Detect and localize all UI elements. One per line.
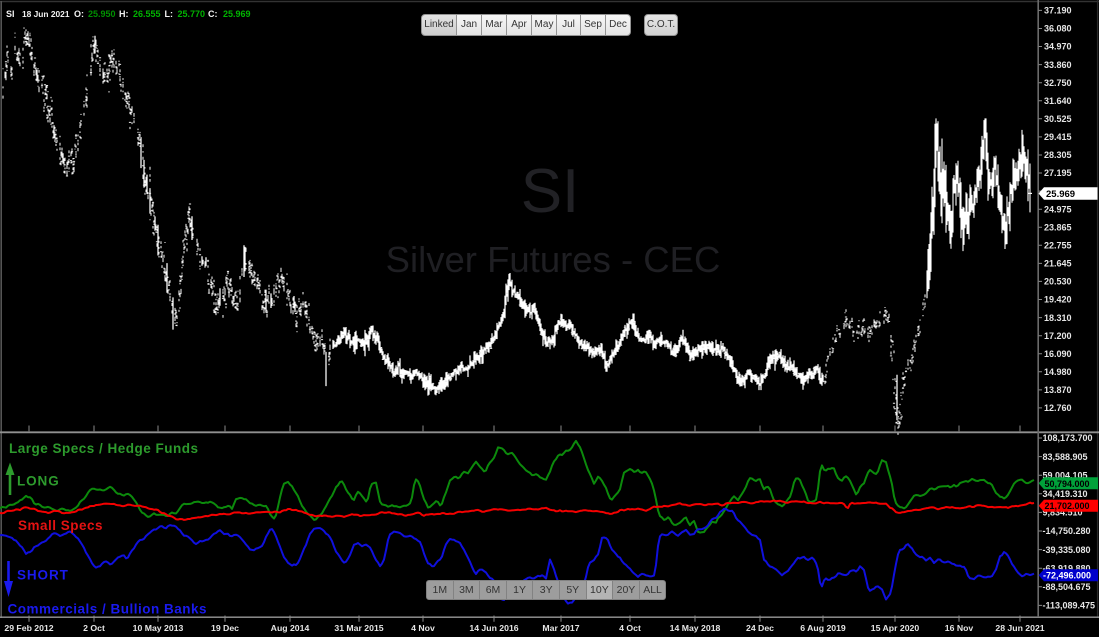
svg-text:10 May 2013: 10 May 2013: [133, 623, 184, 633]
svg-text:C:: C:: [208, 9, 218, 19]
svg-text:Silver Futures - CEC: Silver Futures - CEC: [386, 239, 721, 280]
svg-text:6 Aug 2019: 6 Aug 2019: [800, 623, 846, 633]
svg-text:-113,089.475: -113,089.475: [1043, 601, 1096, 611]
svg-text:18.310: 18.310: [1044, 313, 1072, 323]
svg-text:SI: SI: [6, 9, 15, 19]
svg-text:37.190: 37.190: [1044, 6, 1072, 16]
svg-text:31.640: 31.640: [1044, 96, 1072, 106]
svg-text:33.860: 33.860: [1044, 60, 1072, 70]
svg-text:15 Apr 2020: 15 Apr 2020: [871, 623, 920, 633]
svg-text:Commercials / Bullion Banks: Commercials / Bullion Banks: [8, 601, 208, 616]
svg-text:16 Nov: 16 Nov: [945, 623, 974, 633]
svg-text:30.525: 30.525: [1044, 114, 1072, 124]
svg-text:Small Specs: Small Specs: [18, 518, 103, 533]
svg-text:25.969: 25.969: [1046, 189, 1075, 200]
svg-text:19 Dec: 19 Dec: [211, 623, 239, 633]
svg-text:Mar 2017: Mar 2017: [542, 623, 579, 633]
svg-text:32.750: 32.750: [1044, 78, 1072, 88]
svg-text:14 Jun 2016: 14 Jun 2016: [469, 623, 518, 633]
svg-text:2 Oct: 2 Oct: [83, 623, 105, 633]
svg-text:25.770: 25.770: [178, 9, 206, 19]
svg-text:50,794.000: 50,794.000: [1045, 479, 1090, 489]
svg-text:83,588.905: 83,588.905: [1043, 452, 1088, 462]
svg-text:108,173.700: 108,173.700: [1043, 433, 1093, 443]
svg-text:34.970: 34.970: [1044, 42, 1072, 52]
svg-text:22.755: 22.755: [1044, 241, 1072, 251]
svg-text:25.969: 25.969: [223, 9, 251, 19]
svg-text:9,834.510: 9,834.510: [1043, 508, 1083, 518]
svg-text:24 Dec: 24 Dec: [746, 623, 774, 633]
svg-text:59,004.105: 59,004.105: [1043, 470, 1088, 480]
svg-text:16.090: 16.090: [1044, 349, 1072, 359]
svg-text:34,419.310: 34,419.310: [1043, 489, 1088, 499]
svg-text:4 Oct: 4 Oct: [619, 623, 641, 633]
svg-text:31 Mar 2015: 31 Mar 2015: [334, 623, 383, 633]
svg-text:-14,750.280: -14,750.280: [1043, 526, 1091, 536]
svg-text:25.950: 25.950: [88, 9, 116, 19]
svg-text:20.530: 20.530: [1044, 277, 1072, 287]
svg-text:-72,496.000: -72,496.000: [1043, 571, 1091, 581]
svg-text:21,702.000: 21,702.000: [1045, 501, 1090, 511]
svg-text:18 Jun 2021: 18 Jun 2021: [22, 9, 70, 19]
svg-text:28.305: 28.305: [1044, 150, 1072, 160]
svg-text:Aug 2014: Aug 2014: [271, 623, 310, 633]
svg-text:L:: L:: [165, 9, 174, 19]
svg-text:12.760: 12.760: [1044, 403, 1072, 413]
svg-text:14.980: 14.980: [1044, 367, 1072, 377]
svg-text:-88,504.675: -88,504.675: [1043, 582, 1091, 592]
svg-text:17.200: 17.200: [1044, 331, 1072, 341]
svg-text:29 Feb 2012: 29 Feb 2012: [4, 623, 53, 633]
svg-text:26.555: 26.555: [133, 9, 161, 19]
svg-text:24.975: 24.975: [1044, 204, 1072, 214]
svg-text:4 Nov: 4 Nov: [411, 623, 435, 633]
svg-text:23.865: 23.865: [1044, 222, 1072, 232]
svg-text:19.420: 19.420: [1044, 295, 1072, 305]
svg-text:-39,335.080: -39,335.080: [1043, 545, 1091, 555]
svg-text:O:: O:: [74, 9, 84, 19]
svg-text:27.195: 27.195: [1044, 168, 1072, 178]
svg-text:29.415: 29.415: [1044, 132, 1072, 142]
svg-text:H:: H:: [119, 9, 129, 19]
svg-text:36.080: 36.080: [1044, 24, 1072, 34]
svg-text:LONG: LONG: [17, 474, 60, 489]
svg-text:SI: SI: [521, 157, 580, 226]
svg-text:28 Jun 2021: 28 Jun 2021: [995, 623, 1044, 633]
svg-text:-63,919.880: -63,919.880: [1043, 563, 1091, 573]
svg-text:14 May 2018: 14 May 2018: [670, 623, 721, 633]
svg-text:13.870: 13.870: [1044, 385, 1072, 395]
svg-text:21.645: 21.645: [1044, 259, 1072, 269]
svg-text:SHORT: SHORT: [17, 568, 69, 583]
svg-text:Large Specs / Hedge Funds: Large Specs / Hedge Funds: [9, 441, 199, 456]
